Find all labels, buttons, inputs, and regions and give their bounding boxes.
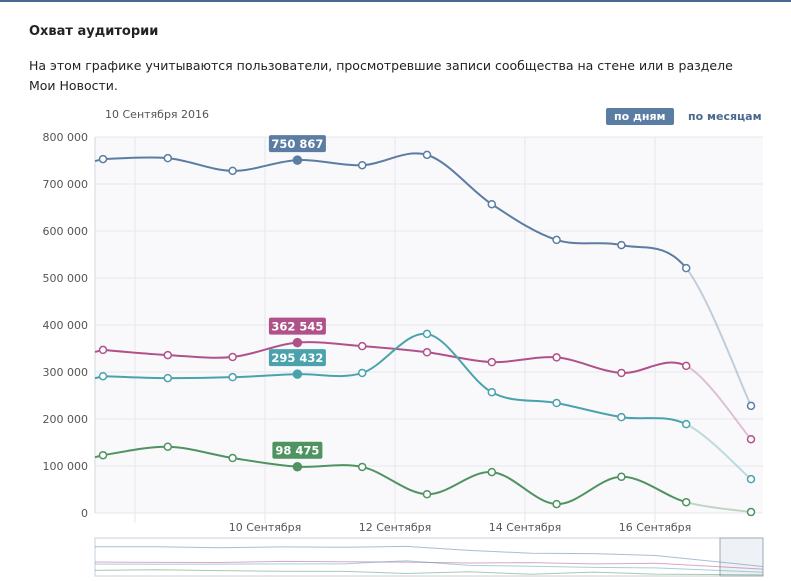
green-tooltip-label: 98 475 (275, 444, 319, 458)
pink-data-point (98, 345, 108, 355)
green-data-point (552, 499, 561, 509)
y-tick-label: 800 000 (43, 131, 89, 144)
teal-tooltip-bg (268, 349, 326, 367)
pink-data-point (422, 348, 432, 357)
green-data-point (292, 461, 303, 472)
teal-data-point (746, 474, 756, 484)
blue-series-partial (685, 267, 752, 407)
section-description: На этом графике учитываются пользователи… (29, 58, 733, 93)
by-months-button[interactable]: по месяцам (688, 110, 762, 123)
y-tick-label: 700 000 (43, 178, 89, 191)
pink-tooltip-label: 362 545 (271, 320, 323, 334)
pink-series-partial (685, 365, 752, 440)
navigator-window (719, 537, 764, 577)
blue-data-point (617, 240, 626, 250)
teal-data-point (228, 372, 237, 382)
pink-data-point (357, 341, 367, 351)
y-tick-label: 200 000 (43, 413, 89, 426)
y-tick-label: 500 000 (43, 272, 89, 285)
green-navigator-line (94, 569, 764, 576)
green-series-line (102, 445, 687, 506)
green-data-point (228, 453, 237, 463)
pink-navigator-line (94, 560, 764, 570)
teal-navigator-line (94, 560, 764, 573)
pink-data-point (487, 357, 497, 367)
blue-data-point (163, 153, 173, 163)
green-data-point (487, 467, 497, 477)
pink-tooltip-bg (268, 317, 326, 335)
pink-data-point (228, 352, 237, 362)
x-tick-label: 10 Сентября (229, 521, 302, 534)
green-data-point (681, 497, 691, 507)
x-tick-label: 14 Сентября (489, 521, 562, 534)
teal-data-point (292, 369, 303, 379)
green-data-point (422, 489, 432, 499)
pink-data-point (292, 337, 303, 348)
teal-data-point (357, 368, 367, 378)
blue-tooltip-label: 750 867 (271, 137, 323, 151)
y-tick-label: 0 (81, 507, 88, 520)
blue-data-point (292, 155, 303, 165)
green-data-point (617, 472, 626, 482)
y-tick-label: 400 000 (43, 319, 89, 332)
section-title: Охват аудитории (29, 24, 159, 39)
y-tick-label: 100 000 (43, 460, 89, 473)
teal-tooltip-label: 295 432 (271, 351, 323, 365)
teal-data-point (552, 398, 561, 408)
green-data-point (98, 450, 108, 460)
pink-data-point (746, 434, 756, 444)
blue-data-point (357, 160, 367, 170)
teal-data-point (98, 371, 108, 381)
green-tooltip-bg (272, 441, 323, 459)
x-tick-label: 16 Сентября (619, 521, 692, 534)
x-tick-label: 12 Сентября (359, 521, 432, 534)
blue-data-point (422, 150, 432, 160)
blue-data-point (746, 401, 756, 411)
blue-data-point (98, 154, 108, 164)
teal-data-point (163, 373, 173, 383)
teal-data-point (487, 387, 497, 397)
top-bar (0, 0, 791, 2)
blue-tooltip-bg (268, 135, 326, 153)
by-days-button[interactable]: по дням (606, 108, 674, 125)
hover-date: 10 Сентября 2016 (105, 108, 210, 121)
pink-data-point (552, 353, 561, 362)
blue-data-point (228, 166, 237, 176)
blue-data-point (681, 263, 691, 273)
teal-data-point (681, 419, 691, 429)
green-data-point (746, 507, 756, 517)
blue-navigator-line (94, 545, 764, 567)
pink-data-point (163, 350, 173, 360)
teal-series-partial (685, 423, 752, 480)
teal-data-point (617, 412, 626, 422)
green-data-point (357, 462, 367, 472)
pink-data-point (617, 368, 626, 378)
blue-series-line (102, 152, 687, 269)
blue-data-point (487, 199, 497, 209)
pink-data-point (681, 361, 691, 371)
teal-data-point (422, 329, 432, 339)
y-tick-label: 300 000 (43, 366, 89, 379)
teal-series-line (102, 332, 687, 426)
y-tick-label: 600 000 (43, 225, 89, 238)
blue-data-point (552, 235, 561, 245)
green-data-point (163, 442, 173, 451)
